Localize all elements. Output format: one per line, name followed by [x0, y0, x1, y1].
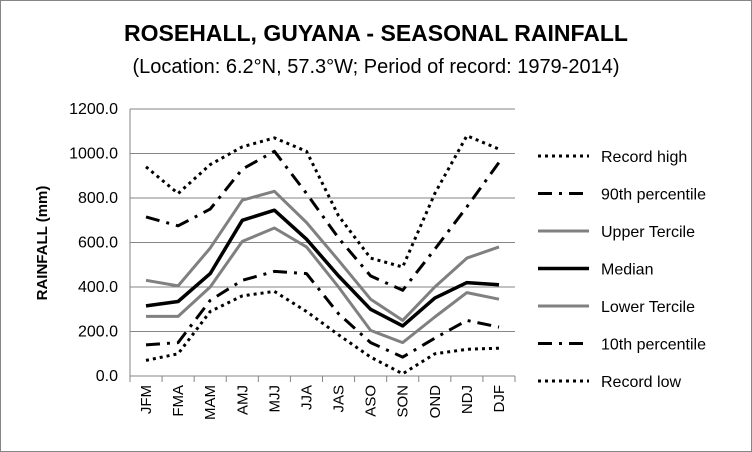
legend-label: 10th percentile: [601, 337, 706, 354]
series-line-record-high: [145, 134, 500, 269]
chart-subtitle: (Location: 6.2°N, 57.3°W; Period of reco…: [132, 56, 620, 78]
x-tick-label: MJJ: [266, 385, 283, 413]
legend-label: Lower Tercile: [601, 299, 695, 316]
series-line-90th-percentile: [145, 149, 501, 292]
x-tick-label: SON: [395, 385, 412, 418]
y-tick-label: 400.0: [78, 279, 118, 296]
x-tick-label: JAS: [331, 385, 348, 413]
legend-label: Median: [601, 262, 653, 279]
y-tick-label: 200.0: [78, 324, 118, 341]
legend-label: Upper Tercile: [601, 224, 695, 241]
x-tick-label: DJF: [491, 385, 508, 413]
x-tick-label: AMJ: [234, 385, 251, 415]
y-tick-label: 1200.0: [69, 101, 118, 118]
series-line-median: [145, 208, 500, 328]
x-tick-label: OND: [427, 385, 444, 419]
x-tick-label: JJA: [298, 385, 315, 410]
legend-label: Record low: [601, 374, 681, 391]
series-line-lower-tercile: [146, 226, 500, 345]
series-line-record-low: [145, 289, 500, 376]
legend-label: 90th percentile: [601, 187, 706, 204]
series-line-upper-tercile: [145, 189, 500, 322]
axis-layer: 0.0 200.0 400.0 600.0 800.0 1000.0 1200.0 JFM FM…: [69, 101, 516, 420]
legend: Record high 90th percentile Upper Tercile M…: [538, 149, 706, 391]
y-tick-label: 1000.0: [69, 146, 118, 163]
y-tick-label: 600.0: [78, 235, 118, 252]
y-tick-label: 0.0: [96, 368, 118, 385]
x-tick-label: MAM: [202, 385, 219, 420]
series-layer: [145, 134, 501, 376]
x-tick-label: JFM: [138, 385, 155, 414]
chart-title: ROSEHALL, GUYANA - SEASONAL RAINFALL: [124, 20, 628, 46]
x-tick-label: NDJ: [459, 385, 476, 414]
y-tick-label: 800.0: [78, 190, 118, 207]
x-tick-label: FMA: [170, 385, 187, 417]
y-axis-title: RAINFALL (mm): [34, 186, 51, 301]
legend-label: Record high: [601, 149, 687, 166]
x-tick-label: ASO: [363, 385, 380, 417]
